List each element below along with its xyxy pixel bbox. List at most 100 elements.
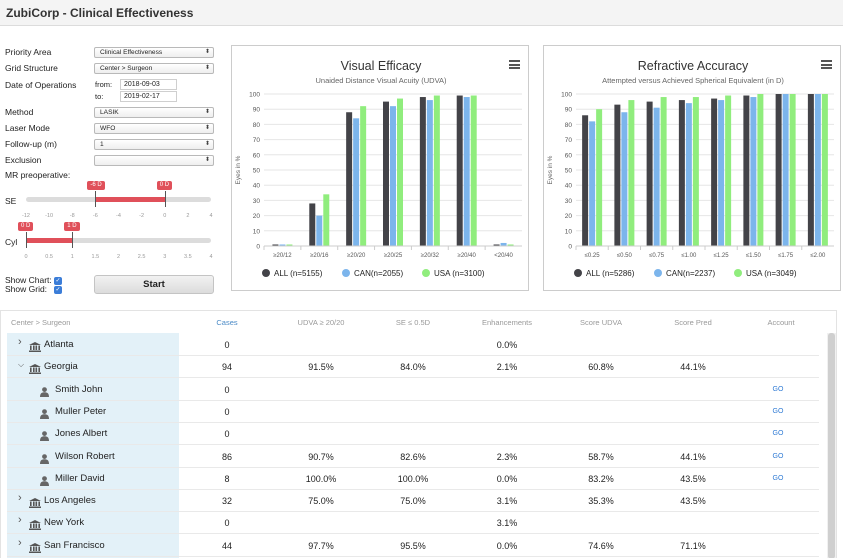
center-row[interactable]: › San Francisco 44 97.7% 95.5% 0.0% 74.6% 71.1%	[1, 535, 838, 557]
bar-2-1	[323, 194, 330, 246]
cell-score-pred: 43.5%	[680, 496, 706, 507]
bar-1-2	[653, 107, 660, 247]
chart-title: Visual Efficacy	[341, 59, 423, 73]
legend-marker[interactable]	[342, 269, 350, 277]
center-row[interactable]: › Atlanta 0 0.0%	[1, 334, 838, 356]
legend-item[interactable]: USA (n=3049)	[746, 269, 797, 278]
row-divider	[7, 533, 819, 535]
column-header[interactable]: Center > Surgeon	[11, 318, 71, 327]
x-tick-label: ≥20/16	[310, 253, 329, 259]
grid-structure-value: Center > Surgeon	[100, 65, 153, 72]
legend-marker[interactable]	[422, 269, 430, 277]
column-header[interactable]: Score UDVA	[580, 318, 622, 327]
column-header[interactable]: Enhancements	[481, 318, 533, 327]
bar-2-2	[360, 106, 367, 246]
legend-marker[interactable]	[654, 269, 662, 277]
go-link[interactable]: GO	[772, 452, 784, 460]
date-of-operations-label: Date of Operations	[5, 80, 77, 90]
user-icon	[40, 406, 49, 419]
start-button[interactable]: Start	[94, 275, 214, 294]
go-link[interactable]: GO	[772, 474, 784, 482]
bar-1-6	[500, 242, 507, 246]
hamburger-menu-icon[interactable]	[821, 60, 832, 69]
legend-marker[interactable]	[734, 269, 742, 277]
legend-item[interactable]: CAN(n=2237)	[666, 269, 715, 278]
cyl_slider-low-handle[interactable]	[26, 232, 27, 248]
column-header[interactable]: Score Pred	[674, 318, 712, 327]
cyl_slider-track[interactable]	[26, 238, 211, 243]
cell-udva: 90.7%	[308, 451, 334, 462]
go-link[interactable]: GO	[772, 385, 784, 393]
legend-item[interactable]: CAN(n=2055)	[354, 269, 403, 278]
show-chart-checkbox[interactable]: ✓	[54, 277, 62, 285]
scrollbar-thumb[interactable]	[828, 333, 835, 558]
laser-mode-value: WFO	[100, 125, 116, 132]
chevron-down-icon[interactable]: ⌵	[18, 360, 25, 370]
se_slider-selected-range	[95, 197, 165, 202]
se_slider-low-badge: -6 D	[87, 181, 105, 190]
bar-0-3	[383, 101, 389, 246]
cyl_slider-tick-label: 4	[209, 254, 213, 260]
exclusion-select[interactable]: ⬍	[94, 155, 214, 166]
surgeon-row[interactable]: Smith John 0 GO	[1, 379, 838, 401]
se_slider-low-handle[interactable]	[95, 191, 97, 207]
cell-score-pred: 71.1%	[680, 540, 706, 551]
column-header[interactable]: SE ≤ 0.5D	[395, 318, 431, 327]
legend-marker[interactable]	[262, 269, 270, 277]
vertical-scrollbar[interactable]	[827, 333, 836, 558]
surgeon-row[interactable]: Miller David 8 100.0% 100.0% 0.0% 83.2% 43.5% G…	[1, 468, 838, 490]
laser-mode-select[interactable]: WFO ⬍	[94, 123, 214, 134]
cyl_slider-high-handle[interactable]	[72, 232, 74, 248]
x-tick-label: ≥20/32	[421, 253, 440, 259]
chevron-right-icon[interactable]: ›	[18, 536, 22, 549]
column-header[interactable]: Cases	[216, 318, 238, 327]
method-select[interactable]: LASIK ⬍	[94, 107, 214, 118]
center-row[interactable]: › Los Angeles 32 75.0% 75.0% 3.1% 35.3% 43.5%	[1, 490, 838, 513]
hamburger-menu-icon[interactable]	[509, 60, 520, 69]
grid-structure-select[interactable]: Center > Surgeon ⬍	[94, 63, 214, 74]
row-divider	[7, 511, 819, 513]
surgeon-row[interactable]: Muller Peter 0 GO	[1, 401, 838, 423]
bar-2-6	[507, 244, 514, 246]
se_slider-high-handle[interactable]	[164, 191, 166, 207]
cell-score-pred: 44.1%	[680, 362, 706, 373]
surgeon-row[interactable]: Wilson Robert 86 90.7% 82.6% 2.3% 58.7% 44.1% G…	[1, 446, 838, 468]
legend-marker[interactable]	[574, 269, 582, 277]
legend-item[interactable]: ALL (n=5155)	[274, 269, 323, 278]
cyl_slider-tick-label: 0	[24, 254, 28, 260]
cyl_slider-high-badge: 1 D	[64, 222, 80, 231]
surgeon-row[interactable]: Jones Albert 0 GO	[1, 423, 838, 446]
se_slider-tick-label: -10	[45, 213, 54, 219]
chevron-right-icon[interactable]: ›	[18, 514, 22, 527]
user-icon	[40, 384, 49, 397]
y-tick-label: 0	[256, 244, 260, 251]
center-row[interactable]: ⌵ Georgia 94 91.5% 84.0% 2.1% 60.8% 44.1%	[1, 356, 838, 379]
y-tick-label: 100	[561, 92, 572, 99]
cell-score-udva: 74.6%	[588, 540, 614, 551]
go-link[interactable]: GO	[772, 430, 784, 438]
priority-area-select[interactable]: Clinical Effectiveness ⬍	[94, 47, 214, 58]
y-tick-label: 90	[565, 107, 573, 114]
bar-1-5	[463, 97, 470, 246]
chevron-right-icon[interactable]: ›	[18, 336, 22, 348]
column-header[interactable]: Account	[767, 318, 795, 327]
y-tick-label: 90	[253, 107, 261, 114]
date-from-input[interactable]: 2018-09-03	[120, 79, 177, 90]
date-to-input[interactable]: 2019-02-17	[120, 91, 177, 102]
bar-1-1	[621, 112, 628, 247]
user-icon	[40, 428, 49, 442]
y-tick-label: 60	[565, 152, 573, 159]
follow-up-select[interactable]: 1 ⬍	[94, 139, 214, 150]
updown-caret-icon: ⬍	[204, 157, 210, 163]
column-header[interactable]: UDVA ≥ 20/20	[297, 318, 345, 327]
chevron-right-icon[interactable]: ›	[18, 492, 22, 505]
legend-item[interactable]: ALL (n=5286)	[586, 269, 635, 278]
cell-udva: 97.7%	[308, 540, 334, 551]
show-grid-checkbox[interactable]: ✓	[54, 286, 62, 294]
legend-item[interactable]: USA (n=3100)	[434, 269, 485, 278]
center-row[interactable]: › New York 0 3.1%	[1, 512, 838, 535]
x-tick-label: ≤2.00	[810, 253, 826, 259]
go-link[interactable]: GO	[772, 407, 784, 415]
bar-0-6	[493, 244, 500, 246]
cell-enh: 0.0%	[496, 340, 518, 350]
